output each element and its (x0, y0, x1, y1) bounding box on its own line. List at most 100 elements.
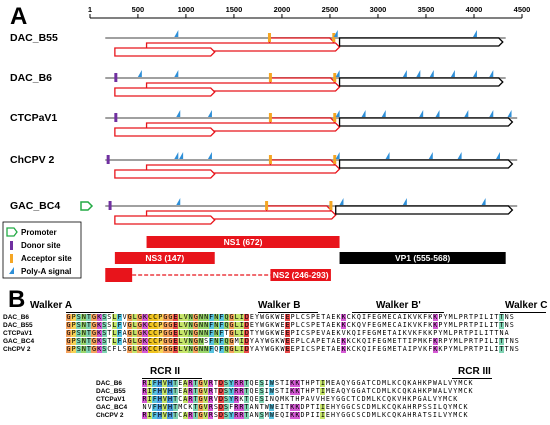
acceptor-site-mark (267, 33, 271, 42)
orf-ns2-arrow (114, 87, 216, 97)
legend-label: Acceptor site (21, 254, 72, 263)
polya-signal-mark (402, 70, 407, 77)
alignment-row: RIFHVHTEARTGVRTDSYRRTQESIWSTIKKTHPTIMEAQ… (142, 379, 473, 387)
polya-signal-mark (335, 152, 340, 159)
orf-vp1-arrow (338, 37, 504, 47)
acceptor-site-mark (268, 73, 272, 82)
genome-track: DAC_B55 (10, 30, 506, 57)
polya-signal-mark (472, 30, 477, 37)
axis-tick-label: 500 (132, 5, 145, 14)
acceptor-site-mark (265, 201, 269, 210)
polya-signal-mark (416, 70, 421, 77)
sequence-name: ChCPV 2 (96, 412, 124, 419)
motif-underline (66, 312, 114, 313)
acceptor-site-mark (333, 73, 337, 82)
motif-underline (452, 378, 492, 379)
acceptor-site-mark (268, 155, 272, 164)
polya-signal-mark (335, 110, 340, 117)
polya-signal-mark (361, 110, 366, 117)
donor-site-mark (114, 73, 118, 82)
sequence-name: GAC_BC4 (3, 338, 35, 345)
orf-vp1-arrow (338, 117, 514, 127)
panel-b-label: B (8, 286, 26, 313)
acceptor-site-mark (333, 155, 337, 164)
acceptor-site-mark (332, 33, 336, 42)
orf-ns2-arrow (114, 47, 216, 57)
motif-label: Walker C (505, 300, 548, 311)
ns1-protein-label: NS1 (672) (224, 237, 263, 247)
acceptor-site-mark (268, 113, 272, 122)
polya-signal-mark (489, 110, 494, 117)
ns2-exon1 (105, 268, 133, 282)
legend-label: Donor site (21, 241, 61, 250)
donor-site-mark (108, 201, 112, 210)
polya-signal-mark (489, 70, 494, 77)
ns2-protein (270, 269, 331, 281)
alignment-row: GPSNTGKSSLFVGLGKCCPGGELVNGNNFNFQGLIDEYWG… (66, 321, 514, 329)
polya-signal-mark (207, 152, 212, 159)
sequence-name: DAC_B6 (96, 380, 123, 387)
motif-label: Walker A (30, 300, 73, 311)
polya-signal-mark (495, 152, 500, 159)
motif-label: RCR III (458, 366, 491, 377)
sequence-name: DAC_B55 (3, 322, 33, 329)
axis-tick-label: 3000 (370, 5, 387, 14)
polya-signal-mark (481, 198, 486, 205)
vp1-protein-label: VP1 (555-568) (395, 253, 450, 263)
legend-label: Poly-A signal (21, 267, 71, 276)
acceptor-site-mark (333, 113, 337, 122)
axis-tick-label: 1500 (226, 5, 243, 14)
motif-underline (500, 312, 546, 313)
axis-tick-label: 2500 (322, 5, 339, 14)
sequence-name: CTCPaV1 (96, 396, 126, 403)
polya-signal-mark (174, 70, 179, 77)
alignment-row: GPSNTGKSTLFAGLGKCCPGGELVNGNNFNFTGLIDTYWG… (66, 329, 509, 337)
genome-track: ChCPV 2 (10, 152, 518, 179)
panel-a-label: A (10, 3, 27, 30)
motif-label: Walker B (258, 300, 301, 311)
alignment-row: NVFHVHTMCKTGVRSDSFRRTANTWWEITKKDPTIIEHYG… (142, 403, 468, 411)
alignment-row: GPSNTGKSTLFAGLGKCCPGGELVNGNSFNFQGMIDYAYW… (66, 337, 519, 345)
axis-tick-label: 2000 (274, 5, 291, 14)
polya-signal-mark (176, 110, 181, 117)
axis-tick-label: 1 (88, 5, 92, 14)
vp1-protein (339, 252, 506, 264)
alignment-row: RIFHVHTCARTGVRVDSYRKTQESINQMKTHPAVVHEYGG… (142, 395, 458, 403)
polya-signal-mark (174, 30, 179, 37)
donor-site-mark (114, 113, 118, 122)
polya-signal-mark (435, 110, 440, 117)
alignment-panel: B DAC_B6 GPSNTGKSSLFVGLGKCCPGGELVNGNNFNFQ… (0, 286, 550, 425)
axis-tick-label: 1000 (178, 5, 195, 14)
polya-signal-mark (472, 70, 477, 77)
orf-ns2-arrow (114, 127, 216, 137)
alignment-row: GPSNTGKSCFLSGLGKCCPGGELVNGNNFQFQGLIDYAYW… (66, 345, 519, 353)
genome-map-panel: A 1 500 1000 1500 2000 2500 3000 3500 4000 4500 D… (2, 3, 530, 282)
promoter-icon (80, 201, 94, 211)
genome-track: CTCPaV1 (10, 110, 518, 137)
alignment-row: RIFHVHTEARTGVRTDSYRRTQESIWSTIKKTHPTIMEAQ… (142, 387, 473, 395)
genome-name: DAC_B6 (10, 72, 52, 84)
sequence-name: CTCPaV1 (3, 330, 33, 337)
sequence-name: ChCPV 2 (3, 346, 31, 353)
genome-track: DAC_B6 (10, 70, 506, 97)
polya-signal-mark (419, 110, 424, 117)
polya-icon (9, 267, 14, 274)
polya-signal-mark (507, 110, 512, 117)
polya-signal-mark (333, 30, 338, 37)
motif-underline (142, 378, 202, 379)
acceptor-site-mark (329, 201, 333, 210)
motif-label: RCR II (150, 366, 180, 377)
donor-site-mark (106, 155, 110, 164)
genome-name: DAC_B55 (10, 32, 58, 44)
polya-signal-mark (450, 70, 455, 77)
polya-signal-mark (381, 110, 386, 117)
sequence-name: DAC_B6 (3, 314, 30, 321)
alignment-row: RIFHVHTCARTGVRSDSYRRTANSMWEQIKKDPIIIEHYG… (142, 411, 468, 419)
orf-ns2-arrow (114, 169, 216, 179)
promoter-icon (6, 227, 18, 237)
polya-signal-mark (457, 152, 462, 159)
genome-tracks: DAC_B55 DAC_B6 CTCPaV1 ChCPV 2 GAC_BC4 (10, 30, 518, 225)
polya-signal-mark (174, 152, 179, 159)
polya-signal-mark (335, 70, 340, 77)
motif-underline (258, 312, 318, 313)
